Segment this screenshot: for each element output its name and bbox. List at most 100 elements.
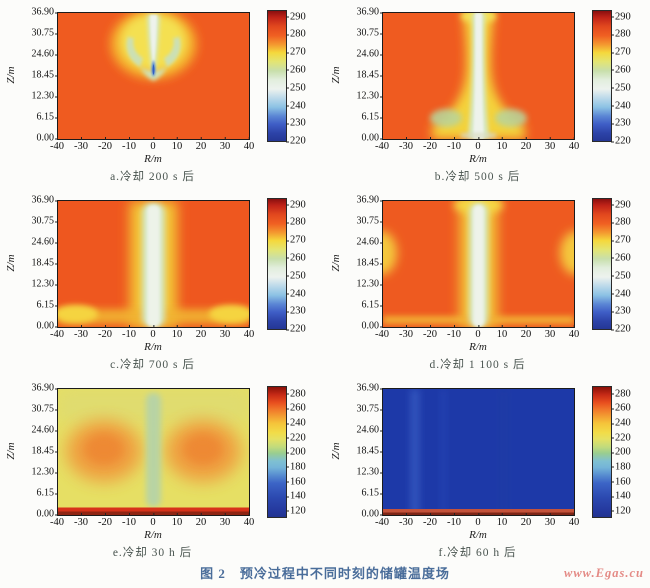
colorbar-tick-label: 220 — [286, 135, 306, 147]
x-tick-label: 40 — [243, 325, 255, 340]
y-axis-ticks: 36.90 30.75 24.60 18.45 12.30 6.15 0.00 — [341, 383, 384, 520]
x-axis-label: R/m — [144, 153, 162, 165]
colorbar-tick-label: 270 — [286, 46, 306, 58]
x-axis-label: R/m — [469, 529, 487, 541]
x-tick-label: 0 — [150, 325, 156, 340]
colorbar-tick-label: 230 — [286, 305, 306, 317]
colorbar — [592, 10, 612, 142]
colorbar-tick-label: 230 — [611, 117, 631, 129]
x-tick-label: 30 — [544, 137, 556, 152]
x-tick-label: 20 — [520, 513, 532, 528]
colorbar-tick-label: 250 — [286, 270, 306, 282]
y-tick-label: 18.45 — [31, 445, 59, 457]
y-tick-label: 0.00 — [361, 320, 384, 332]
y-tick-label: 30.75 — [31, 403, 59, 415]
colorbar — [267, 198, 287, 330]
x-tick-label: -10 — [447, 513, 461, 528]
colorbar-tick-label: 240 — [611, 288, 631, 300]
x-tick-label: -10 — [122, 137, 136, 152]
colorbar-tick-label: 240 — [611, 417, 631, 429]
y-tick-label: 30.75 — [356, 215, 384, 227]
x-axis-ticks: -40 -30 -20 -10 0 10 20 30 40 — [375, 137, 579, 153]
y-tick-label: 0.00 — [36, 132, 59, 144]
x-tick-label: -20 — [423, 513, 437, 528]
colorbar-tick-label: 260 — [611, 402, 631, 414]
x-tick-label: 0 — [475, 325, 481, 340]
x-tick-label: -10 — [122, 325, 136, 340]
colorbar-tick-label: 180 — [611, 461, 631, 473]
y-axis-ticks: 36.90 30.75 24.60 18.45 12.30 6.15 0.00 — [16, 7, 59, 144]
x-tick-label: 20 — [195, 137, 207, 152]
colorbar-tick-label: 220 — [611, 432, 631, 444]
x-tick-label: 20 — [520, 325, 532, 340]
y-tick-label: 18.45 — [31, 257, 59, 269]
x-tick-label: 40 — [568, 513, 580, 528]
x-axis-ticks: -40 -30 -20 -10 0 10 20 30 40 — [375, 325, 579, 341]
x-tick-label: 20 — [195, 513, 207, 528]
x-tick-label: -10 — [122, 513, 136, 528]
colorbar-tick-label: 120 — [611, 505, 631, 517]
panel-caption: e.冷却 30 h 后 — [112, 547, 193, 559]
figure-caption-text: 预冷过程中不同时刻的储罐温度场 — [239, 566, 450, 581]
panel-b: Z/m 36.90 30.75 24.60 18.45 12.30 6.15 0.00 -4… — [325, 0, 650, 188]
x-tick-label: -40 — [50, 513, 64, 528]
y-tick-label: 30.75 — [356, 27, 384, 39]
colorbar-tick-label: 290 — [286, 11, 306, 22]
colorbar-tick-label: 290 — [611, 11, 631, 22]
colorbar-tick-label: 280 — [611, 216, 631, 228]
colorbar-tick-label: 250 — [611, 82, 631, 94]
panel-f: Z/m 36.90 30.75 24.60 18.45 12.30 6.15 0.00 -4… — [325, 376, 650, 564]
colorbar-tick-label: 260 — [286, 252, 306, 264]
colorbar-tick-label: 280 — [611, 28, 631, 40]
x-tick-label: -20 — [98, 137, 112, 152]
x-tick-label: 40 — [243, 137, 255, 152]
y-tick-label: 0.00 — [36, 320, 59, 332]
heatmap-plot-b — [382, 12, 575, 140]
y-tick-label: 24.60 — [31, 424, 59, 436]
colorbar-tick-label: 240 — [286, 417, 306, 429]
x-tick-label: -10 — [447, 325, 461, 340]
colorbar-tick-label: 280 — [611, 388, 631, 400]
x-tick-label: 30 — [219, 137, 231, 152]
colorbar-tick-label: 140 — [286, 490, 306, 502]
y-tick-label: 12.30 — [31, 466, 59, 478]
panel-caption: d.冷却 1 100 s 后 — [429, 359, 526, 371]
y-tick-label: 0.00 — [36, 508, 59, 520]
y-tick-label: 12.30 — [356, 278, 384, 290]
colorbar-ticks: 290 280 270 260 250 240 230 220 — [286, 198, 324, 335]
x-tick-label: -40 — [50, 325, 64, 340]
colorbar-tick-label: 270 — [611, 46, 631, 58]
x-tick-label: 40 — [568, 325, 580, 340]
colorbar-tick-label: 220 — [611, 135, 631, 147]
colorbar — [592, 386, 612, 518]
y-tick-label: 36.90 — [356, 6, 384, 18]
colorbar-tick-label: 280 — [286, 216, 306, 228]
colorbar-ticks: 290 280 270 260 250 240 230 220 — [611, 10, 649, 147]
x-axis-ticks: -40 -30 -20 -10 0 10 20 30 40 — [50, 325, 254, 341]
y-tick-label: 18.45 — [31, 69, 59, 81]
x-tick-label: 30 — [544, 325, 556, 340]
x-tick-label: -30 — [399, 137, 413, 152]
x-tick-label: -10 — [447, 137, 461, 152]
heatmap-plot-f — [382, 388, 575, 516]
colorbar — [592, 198, 612, 330]
heatmap-plot-d — [382, 200, 575, 328]
colorbar-tick-label: 290 — [286, 199, 306, 210]
x-tick-label: 10 — [496, 325, 508, 340]
y-tick-label: 18.45 — [356, 69, 384, 81]
colorbar-tick-label: 260 — [286, 64, 306, 76]
y-tick-label: 6.15 — [361, 111, 384, 123]
colorbar-tick-label: 280 — [286, 388, 306, 400]
colorbar-tick-label: 140 — [611, 490, 631, 502]
colorbar-tick-label: 180 — [286, 461, 306, 473]
x-tick-label: -20 — [423, 325, 437, 340]
watermark: www.Egas.cu — [557, 566, 644, 581]
colorbar-tick-label: 230 — [611, 305, 631, 317]
y-tick-label: 12.30 — [31, 278, 59, 290]
colorbar-tick-label: 230 — [286, 117, 306, 129]
x-tick-label: -40 — [50, 137, 64, 152]
y-tick-label: 36.90 — [31, 194, 59, 206]
y-tick-label: 12.30 — [31, 90, 59, 102]
y-tick-label: 6.15 — [36, 299, 59, 311]
figure-caption: 图 2 预冷过程中不同时刻的储罐温度场 — [0, 563, 650, 582]
